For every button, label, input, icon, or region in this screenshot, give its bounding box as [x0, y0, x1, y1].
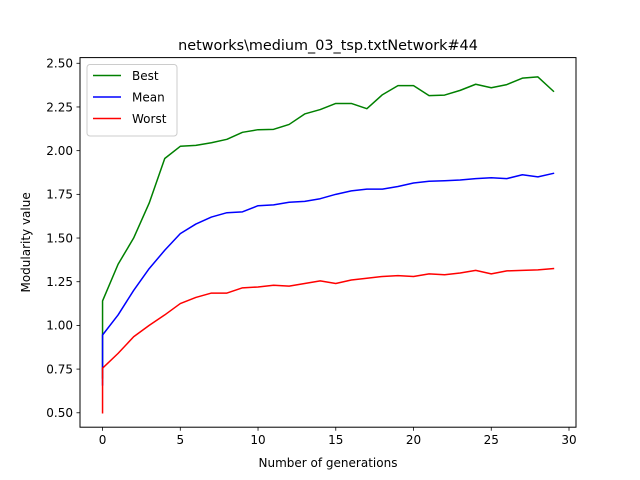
y-tick-label: 1.75: [46, 188, 73, 202]
series-layer: [101, 76, 555, 414]
x-tick-label: 5: [176, 433, 184, 447]
series-line-best: [101, 76, 555, 379]
y-tick-label: 2.25: [46, 100, 73, 114]
series-line-mean: [101, 172, 555, 386]
x-tick-label: 0: [99, 433, 107, 447]
series-line-worst: [101, 267, 555, 414]
x-axis-ticks: 0 5 10 15 20 25 30: [99, 427, 577, 447]
y-tick-label: 1.00: [46, 319, 73, 333]
legend: Best Mean Worst: [86, 64, 178, 137]
x-tick-label: 25: [484, 433, 499, 447]
chart-title: networks\medium_03_tsp.txtNetwork#44: [178, 38, 478, 54]
x-tick-label: 20: [406, 433, 421, 447]
y-tick-label: 2.00: [46, 144, 73, 158]
x-tick-label: 30: [561, 433, 576, 447]
legend-label-best: Best: [132, 69, 159, 83]
y-axis-label: Modularity value: [19, 192, 33, 292]
x-tick-label: 15: [328, 433, 343, 447]
x-axis-label: Number of generations: [259, 456, 398, 470]
y-tick-label: 0.50: [46, 406, 73, 420]
y-tick-label: 0.75: [46, 362, 73, 376]
x-tick-label: 10: [250, 433, 265, 447]
legend-label-worst: Worst: [132, 112, 167, 126]
legend-label-mean: Mean: [132, 90, 165, 104]
plot-frame: [79, 57, 577, 428]
y-tick-label: 1.50: [46, 231, 73, 245]
y-axis-ticks: 0.50 0.75 1.00 1.25 1.50 1.75 2.00 2.25 2.50: [46, 57, 80, 420]
y-tick-label: 2.50: [46, 57, 73, 71]
y-tick-label: 1.25: [46, 275, 73, 289]
